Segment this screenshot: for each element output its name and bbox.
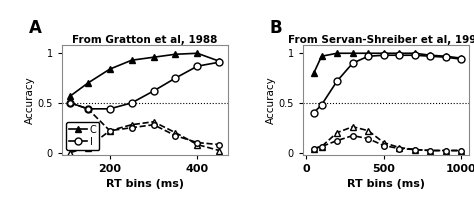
I [217,61,222,63]
I [129,102,135,104]
Line: I: I [310,52,465,116]
I [319,104,324,106]
C [107,68,113,70]
C [443,55,449,57]
X-axis label: RT bins (ms): RT bins (ms) [106,179,184,189]
I [85,108,91,110]
C [428,54,433,56]
C [85,82,91,84]
I [151,90,156,92]
C [194,52,200,55]
Line: I: I [67,59,223,112]
I [428,55,433,57]
C [350,52,356,55]
C [319,55,324,57]
C [173,53,178,55]
C [311,72,317,74]
C [67,95,73,97]
I [365,55,371,57]
C [129,59,135,61]
Text: B: B [270,19,283,37]
C [412,52,418,55]
I [396,54,402,56]
C [396,52,402,55]
I [194,65,200,67]
Y-axis label: Accuracy: Accuracy [266,76,276,124]
Title: From Gratton et al, 1988: From Gratton et al, 1988 [72,35,218,44]
C [459,57,465,60]
I [334,80,340,82]
I [311,112,317,114]
C [334,52,340,55]
I [350,62,356,64]
C [217,60,222,62]
I [107,108,113,110]
I [443,56,449,59]
Text: A: A [28,19,41,37]
I [67,102,73,104]
Line: C: C [67,50,223,99]
Line: C: C [310,50,465,77]
C [151,56,156,59]
Y-axis label: Accuracy: Accuracy [25,76,35,124]
I [412,54,418,56]
C [365,52,371,55]
Legend: C, I: C, I [66,122,100,150]
I [459,58,465,60]
Title: From Servan-Shreiber et al, 1998: From Servan-Shreiber et al, 1998 [288,35,474,44]
X-axis label: RT bins (ms): RT bins (ms) [347,179,425,189]
I [173,77,178,79]
I [381,54,387,56]
C [381,52,387,55]
